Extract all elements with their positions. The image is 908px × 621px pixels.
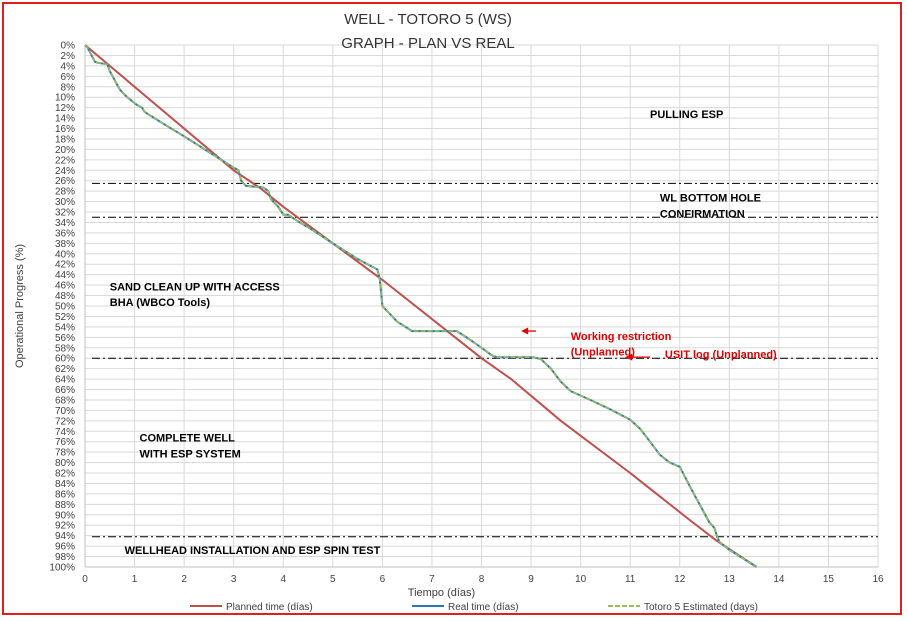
y-axis-label: Operational Progress (%) <box>14 244 26 368</box>
y-tick-label: 12% <box>55 103 75 114</box>
x-tick-label: 11 <box>625 574 636 585</box>
y-tick-label: 58% <box>55 343 75 354</box>
legend-label-2: Totoro 5 Estimated (days) <box>644 602 758 613</box>
x-tick-label: 10 <box>575 574 587 585</box>
grid-lines <box>84 44 879 568</box>
x-tick-label: 8 <box>479 574 485 585</box>
x-tick-label: 5 <box>330 574 336 585</box>
y-tick-label: 54% <box>55 322 75 333</box>
x-tick-label: 14 <box>773 574 785 585</box>
y-tick-label: 74% <box>55 427 75 438</box>
y-tick-label: 88% <box>55 500 75 511</box>
y-tick-label: 18% <box>55 134 75 145</box>
y-tick-label: 98% <box>55 552 75 563</box>
y-tick-label: 66% <box>55 385 75 396</box>
y-tick-label: 82% <box>55 469 75 480</box>
y-tick-label: 96% <box>55 542 75 553</box>
annotation-text: (Unplanned) <box>571 347 635 359</box>
legend-label-0: Planned time (días) <box>226 602 313 613</box>
series-lines <box>84 44 758 568</box>
y-tick-label: 26% <box>55 176 75 187</box>
y-tick-label: 64% <box>55 375 75 386</box>
chart-title: WELL - TOTORO 5 (WS) <box>344 11 512 28</box>
y-tick-label: 72% <box>55 416 75 427</box>
y-tick-label: 30% <box>55 197 75 208</box>
annotation-text: BHA (WBCO Tools) <box>110 297 211 309</box>
y-tick-label: 62% <box>55 364 75 375</box>
y-tick-label: 32% <box>55 208 75 219</box>
reference-lines <box>92 182 878 538</box>
y-tick-label: 76% <box>55 437 75 448</box>
x-tick-label: 4 <box>280 574 286 585</box>
y-tick-label: 14% <box>55 114 75 125</box>
y-tick-label: 94% <box>55 531 75 542</box>
axes: 0%2%4%6%8%10%12%14%16%18%20%22%24%26%28%… <box>49 41 884 586</box>
annotation-text: CONFIRMATION <box>660 208 745 220</box>
y-tick-label: 78% <box>55 448 75 459</box>
annotation-text: WL BOTTOM HOLE <box>660 193 761 205</box>
series-line-2 <box>84 44 758 568</box>
x-tick-label: 9 <box>528 574 534 585</box>
annotation-text: USIT log (Unplanned) <box>665 349 777 361</box>
y-tick-label: 80% <box>55 458 75 469</box>
y-tick-label: 42% <box>55 260 75 271</box>
y-tick-label: 46% <box>55 281 75 292</box>
y-tick-label: 8% <box>61 82 76 93</box>
annotation-arrowhead <box>625 353 633 361</box>
annotation-text: COMPLETE WELL <box>140 433 236 445</box>
axis-labels: Tiempo (días) Operational Progress (%) <box>14 244 475 599</box>
annotation-text: WELLHEAD INSTALLATION AND ESP SPIN TEST <box>125 545 381 557</box>
y-tick-label: 36% <box>55 228 75 239</box>
x-tick-label: 3 <box>231 574 237 585</box>
y-tick-label: 50% <box>55 302 75 313</box>
y-tick-label: 56% <box>55 333 75 344</box>
y-tick-label: 86% <box>55 489 75 500</box>
x-tick-label: 13 <box>724 574 736 585</box>
y-tick-label: 84% <box>55 479 75 490</box>
y-tick-label: 60% <box>55 354 75 365</box>
x-tick-label: 12 <box>674 574 686 585</box>
y-tick-label: 20% <box>55 145 75 156</box>
y-tick-label: 92% <box>55 521 75 532</box>
y-tick-label: 16% <box>55 124 75 135</box>
series-line-0 <box>84 44 758 568</box>
y-tick-label: 48% <box>55 291 75 302</box>
x-tick-label: 7 <box>429 574 435 585</box>
y-tick-label: 70% <box>55 406 75 417</box>
y-tick-label: 44% <box>55 270 75 281</box>
y-tick-label: 0% <box>61 41 76 52</box>
x-tick-label: 6 <box>380 574 386 585</box>
annotation-text: PULLING ESP <box>650 109 723 121</box>
y-tick-label: 100% <box>49 563 75 574</box>
annotation-text: WITH ESP SYSTEM <box>140 448 241 460</box>
y-tick-label: 40% <box>55 249 75 260</box>
y-tick-label: 38% <box>55 239 75 250</box>
y-tick-label: 68% <box>55 395 75 406</box>
legend-label-1: Real time (días) <box>448 602 519 613</box>
annotation-text: SAND CLEAN UP WITH ACCESS <box>110 281 280 293</box>
annotation-text: Working restriction <box>571 331 672 343</box>
y-tick-label: 10% <box>55 93 75 104</box>
x-tick-label: 1 <box>132 574 138 585</box>
annotation-arrowhead <box>521 327 529 335</box>
x-tick-label: 2 <box>181 574 187 585</box>
x-tick-label: 0 <box>82 574 88 585</box>
x-tick-label: 15 <box>823 574 835 585</box>
annotations: PULLING ESP WL BOTTOM HOLE CONFIRMATION SAN… <box>110 109 777 557</box>
y-tick-label: 52% <box>55 312 75 323</box>
y-tick-label: 2% <box>61 51 76 62</box>
y-tick-label: 28% <box>55 187 75 198</box>
x-tick-label: 16 <box>872 574 884 585</box>
y-tick-label: 90% <box>55 510 75 521</box>
x-axis-label: Tiempo (días) <box>408 587 475 599</box>
chart-subtitle: GRAPH - PLAN VS REAL <box>341 35 515 52</box>
y-tick-label: 24% <box>55 166 75 177</box>
y-tick-label: 34% <box>55 218 75 229</box>
y-tick-label: 6% <box>61 72 76 83</box>
y-tick-label: 4% <box>61 61 76 72</box>
y-tick-label: 22% <box>55 155 75 166</box>
legend: Planned time (días) Real time (días) Totor… <box>190 602 758 613</box>
chart-frame <box>2 2 902 615</box>
